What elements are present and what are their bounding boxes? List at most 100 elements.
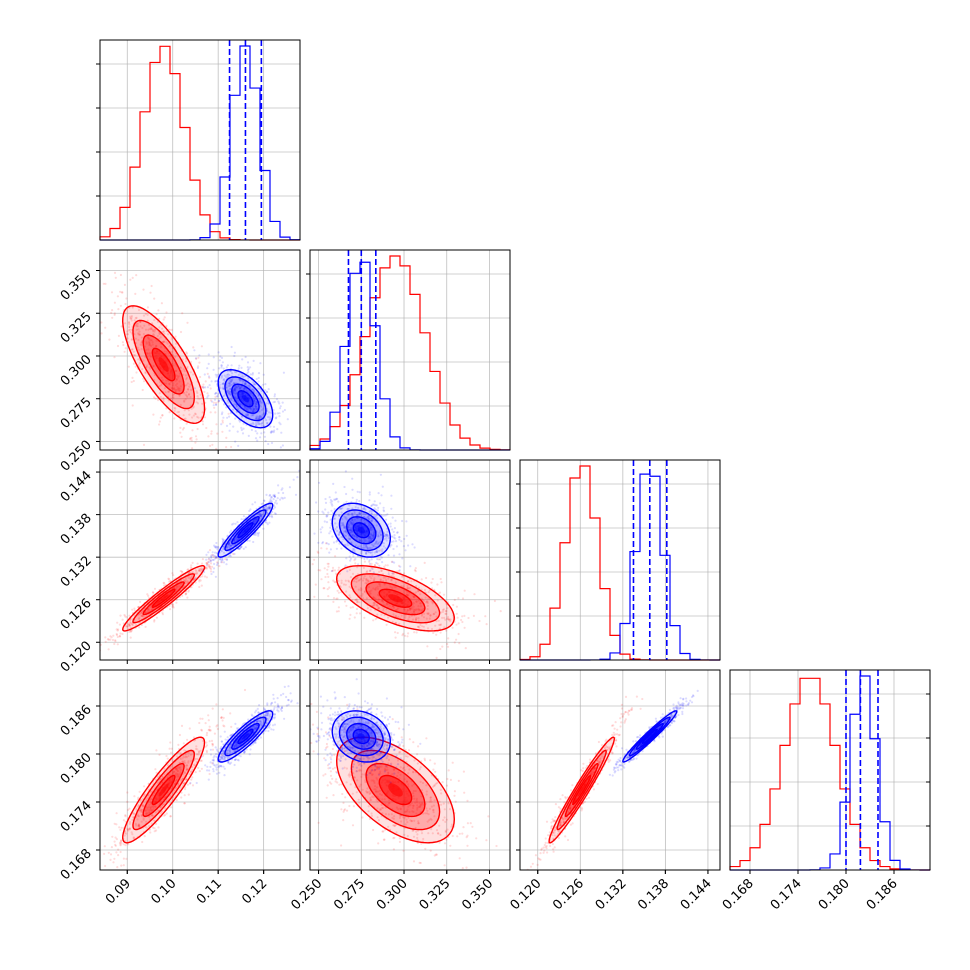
scatter-point	[103, 852, 106, 856]
scatter-point	[220, 740, 223, 743]
scatter-point	[175, 775, 178, 778]
scatter-point	[370, 512, 373, 515]
scatter-point	[406, 586, 409, 589]
scatter-point	[327, 543, 330, 546]
scatter-point	[134, 317, 137, 320]
scatter-point	[221, 756, 224, 759]
scatter-point	[184, 398, 187, 401]
scatter-point	[237, 384, 240, 387]
scatter-point	[412, 602, 415, 605]
scatter-point	[200, 729, 203, 732]
scatter-point	[435, 633, 438, 636]
scatter-point	[333, 580, 336, 584]
scatter-point	[254, 518, 257, 521]
scatter-point	[260, 514, 263, 518]
scatter-point	[129, 315, 132, 318]
scatter-point	[218, 367, 221, 370]
scatter-point	[365, 546, 368, 549]
scatter-point	[159, 796, 162, 799]
scatter-point	[276, 706, 279, 709]
scatter-point	[151, 591, 154, 594]
scatter-point	[135, 324, 138, 327]
scatter-point	[211, 558, 214, 562]
scatter-point	[199, 375, 202, 379]
scatter-point	[234, 385, 237, 388]
scatter-point	[176, 388, 179, 391]
scatter-point	[236, 405, 239, 408]
scatter-point	[247, 367, 250, 370]
scatter-point	[375, 550, 378, 554]
scatter-point	[431, 587, 434, 590]
scatter-point	[128, 614, 131, 617]
scatter-point	[405, 520, 408, 523]
scatter-point	[403, 597, 406, 601]
scatter-point	[348, 529, 352, 532]
scatter-point	[129, 330, 132, 334]
scatter-point	[142, 359, 145, 362]
scatter-point	[145, 342, 148, 345]
scatter-point	[343, 530, 346, 533]
scatter-point	[198, 354, 201, 357]
scatter-point	[215, 703, 218, 706]
scatter-point	[472, 667, 474, 669]
scatter-point	[172, 606, 175, 609]
scatter-point	[355, 517, 359, 520]
scatter-point	[113, 271, 117, 274]
scatter-point	[225, 366, 228, 369]
scatter-point	[346, 507, 349, 510]
scatter-point	[129, 636, 132, 639]
scatter-point	[381, 548, 384, 551]
scatter-point	[209, 570, 213, 573]
scatter-point	[366, 546, 369, 549]
scatter-point	[175, 755, 179, 758]
scatter-point	[255, 720, 258, 723]
scatter-point	[185, 778, 188, 781]
scatter-point	[135, 316, 138, 319]
scatter-point	[130, 319, 133, 322]
scatter-point	[385, 537, 388, 540]
scatter-point	[382, 506, 385, 509]
scatter-point	[138, 815, 141, 818]
scatter-point	[169, 741, 172, 744]
scatter-point	[154, 800, 157, 803]
scatter-point	[370, 504, 373, 508]
scatter-point	[154, 811, 157, 814]
scatter-point	[228, 542, 231, 545]
scatter-point	[93, 301, 95, 303]
scatter-point	[354, 529, 357, 532]
scatter-point	[163, 584, 166, 587]
scatter-point	[420, 614, 424, 617]
scatter-point	[359, 545, 362, 548]
scatter-point	[136, 346, 139, 349]
scatter-point	[229, 712, 232, 715]
scatter-point	[212, 368, 215, 371]
scatter-point	[127, 329, 130, 332]
scatter-point	[266, 523, 269, 526]
scatter-point	[367, 579, 370, 582]
scatter-point	[222, 382, 225, 385]
scatter-point	[129, 821, 132, 824]
scatter-point	[455, 605, 458, 608]
scatter-point	[128, 827, 131, 830]
scatter-point	[269, 506, 272, 509]
scatter-point	[182, 578, 185, 581]
scatter-point	[337, 533, 340, 536]
scatter-point	[258, 415, 261, 418]
scatter-point	[127, 365, 130, 368]
scatter-point	[189, 438, 192, 441]
scatter-point	[249, 508, 252, 511]
scatter-point	[435, 656, 438, 660]
scatter-point	[212, 768, 215, 771]
scatter-point	[203, 416, 207, 419]
scatter-point	[252, 399, 255, 402]
scatter-point	[221, 451, 223, 453]
scatter-point	[216, 394, 219, 398]
scatter-point	[215, 555, 218, 559]
scatter-point	[183, 370, 186, 373]
scatter-point	[175, 772, 178, 775]
scatter-point	[253, 383, 256, 386]
scatter-point	[407, 544, 410, 547]
scatter-point	[396, 531, 399, 534]
scatter-point	[205, 566, 208, 570]
scatter-point	[187, 761, 190, 764]
